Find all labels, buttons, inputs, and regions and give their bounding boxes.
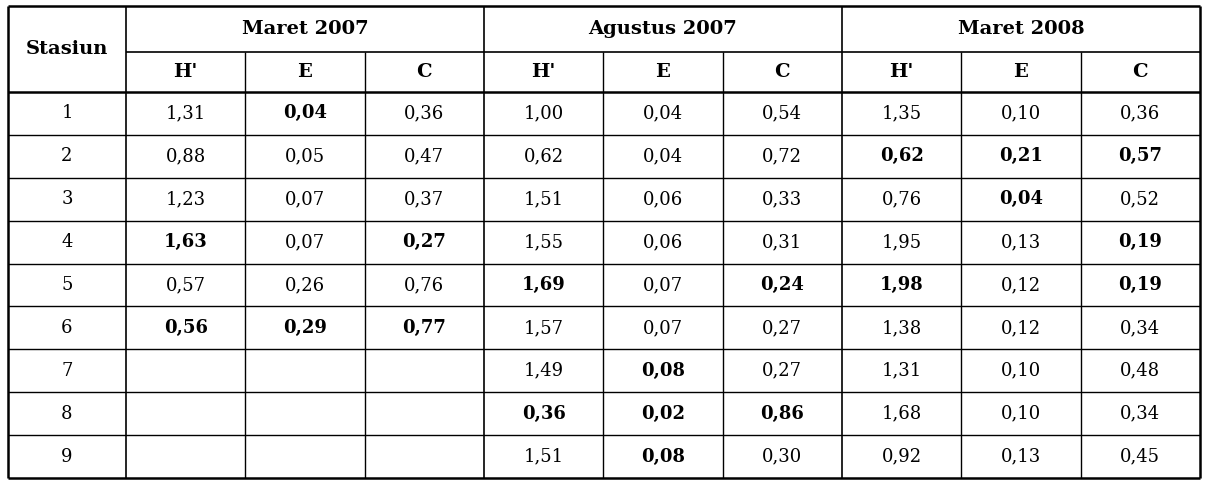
Text: 0,88: 0,88 bbox=[165, 147, 205, 166]
Text: 0,34: 0,34 bbox=[1120, 405, 1161, 423]
Text: 3: 3 bbox=[62, 190, 72, 208]
Text: H': H' bbox=[889, 63, 914, 81]
Text: 0,92: 0,92 bbox=[882, 448, 922, 466]
Text: 0,04: 0,04 bbox=[643, 105, 683, 122]
Text: 0,04: 0,04 bbox=[283, 105, 327, 122]
Text: 0,13: 0,13 bbox=[1001, 448, 1041, 466]
Text: 0,07: 0,07 bbox=[285, 190, 325, 208]
Text: 0,24: 0,24 bbox=[760, 276, 805, 294]
Text: 7: 7 bbox=[62, 362, 72, 380]
Text: Maret 2008: Maret 2008 bbox=[958, 20, 1085, 38]
Text: 0,48: 0,48 bbox=[1120, 362, 1161, 380]
Text: 0,56: 0,56 bbox=[163, 319, 208, 337]
Text: 5: 5 bbox=[62, 276, 72, 294]
Text: 1,38: 1,38 bbox=[882, 319, 922, 337]
Text: Maret 2007: Maret 2007 bbox=[242, 20, 368, 38]
Text: 0,19: 0,19 bbox=[1119, 233, 1162, 251]
Text: 1,68: 1,68 bbox=[882, 405, 922, 423]
Text: 0,54: 0,54 bbox=[762, 105, 802, 122]
Text: 1,23: 1,23 bbox=[165, 190, 205, 208]
Text: 0,29: 0,29 bbox=[283, 319, 327, 337]
Text: Stasiun: Stasiun bbox=[25, 40, 109, 58]
Text: 0,47: 0,47 bbox=[405, 147, 445, 166]
Text: 0,36: 0,36 bbox=[405, 105, 445, 122]
Text: 0,10: 0,10 bbox=[1001, 405, 1041, 423]
Text: 0,62: 0,62 bbox=[523, 147, 564, 166]
Text: 0,36: 0,36 bbox=[522, 405, 565, 423]
Text: 0,57: 0,57 bbox=[1119, 147, 1162, 166]
Text: H': H' bbox=[174, 63, 198, 81]
Text: 1,98: 1,98 bbox=[879, 276, 924, 294]
Text: 0,02: 0,02 bbox=[641, 405, 685, 423]
Text: 0,12: 0,12 bbox=[1001, 276, 1041, 294]
Text: 9: 9 bbox=[62, 448, 72, 466]
Text: 0,04: 0,04 bbox=[643, 147, 683, 166]
Text: 0,10: 0,10 bbox=[1001, 362, 1041, 380]
Text: 0,19: 0,19 bbox=[1119, 276, 1162, 294]
Text: 0,08: 0,08 bbox=[641, 362, 685, 380]
Text: 0,57: 0,57 bbox=[165, 276, 205, 294]
Text: 4: 4 bbox=[62, 233, 72, 251]
Text: 0,52: 0,52 bbox=[1120, 190, 1161, 208]
Text: 1,51: 1,51 bbox=[523, 190, 564, 208]
Text: E: E bbox=[1014, 63, 1028, 81]
Text: 0,30: 0,30 bbox=[762, 448, 802, 466]
Text: 0,10: 0,10 bbox=[1001, 105, 1041, 122]
Text: 2: 2 bbox=[62, 147, 72, 166]
Text: 1,51: 1,51 bbox=[523, 448, 564, 466]
Text: 0,31: 0,31 bbox=[762, 233, 802, 251]
Text: 0,34: 0,34 bbox=[1120, 319, 1161, 337]
Text: 0,37: 0,37 bbox=[405, 190, 445, 208]
Text: 0,62: 0,62 bbox=[879, 147, 924, 166]
Text: 0,08: 0,08 bbox=[641, 448, 685, 466]
Text: 1,57: 1,57 bbox=[523, 319, 564, 337]
Text: 0,06: 0,06 bbox=[643, 190, 684, 208]
Text: 0,36: 0,36 bbox=[1120, 105, 1161, 122]
Text: 0,45: 0,45 bbox=[1120, 448, 1161, 466]
Text: 0,07: 0,07 bbox=[643, 319, 683, 337]
Text: E: E bbox=[656, 63, 670, 81]
Text: 8: 8 bbox=[62, 405, 72, 423]
Text: E: E bbox=[297, 63, 313, 81]
Text: 1,55: 1,55 bbox=[523, 233, 564, 251]
Text: 0,76: 0,76 bbox=[882, 190, 922, 208]
Text: 1,31: 1,31 bbox=[882, 362, 922, 380]
Text: 0,13: 0,13 bbox=[1001, 233, 1041, 251]
Text: 1,95: 1,95 bbox=[882, 233, 922, 251]
Text: 6: 6 bbox=[62, 319, 72, 337]
Text: 1,00: 1,00 bbox=[523, 105, 564, 122]
Text: 1,63: 1,63 bbox=[164, 233, 208, 251]
Text: C: C bbox=[1133, 63, 1148, 81]
Text: 1,69: 1,69 bbox=[522, 276, 565, 294]
Text: 1,49: 1,49 bbox=[523, 362, 564, 380]
Text: 0,72: 0,72 bbox=[762, 147, 802, 166]
Text: 0,77: 0,77 bbox=[402, 319, 446, 337]
Text: 0,06: 0,06 bbox=[643, 233, 684, 251]
Text: 0,33: 0,33 bbox=[762, 190, 802, 208]
Text: 0,76: 0,76 bbox=[405, 276, 445, 294]
Text: 0,26: 0,26 bbox=[285, 276, 325, 294]
Text: 0,27: 0,27 bbox=[402, 233, 446, 251]
Text: 0,04: 0,04 bbox=[999, 190, 1043, 208]
Text: Agustus 2007: Agustus 2007 bbox=[588, 20, 737, 38]
Text: 0,07: 0,07 bbox=[285, 233, 325, 251]
Text: H': H' bbox=[532, 63, 556, 81]
Text: 0,05: 0,05 bbox=[285, 147, 325, 166]
Text: 0,27: 0,27 bbox=[762, 319, 802, 337]
Text: 0,27: 0,27 bbox=[762, 362, 802, 380]
Text: C: C bbox=[774, 63, 790, 81]
Text: 1: 1 bbox=[62, 105, 72, 122]
Text: 1,35: 1,35 bbox=[882, 105, 922, 122]
Text: 0,07: 0,07 bbox=[643, 276, 683, 294]
Text: 1,31: 1,31 bbox=[165, 105, 205, 122]
Text: 0,86: 0,86 bbox=[760, 405, 805, 423]
Text: C: C bbox=[417, 63, 432, 81]
Text: 0,12: 0,12 bbox=[1001, 319, 1041, 337]
Text: 0,21: 0,21 bbox=[999, 147, 1043, 166]
